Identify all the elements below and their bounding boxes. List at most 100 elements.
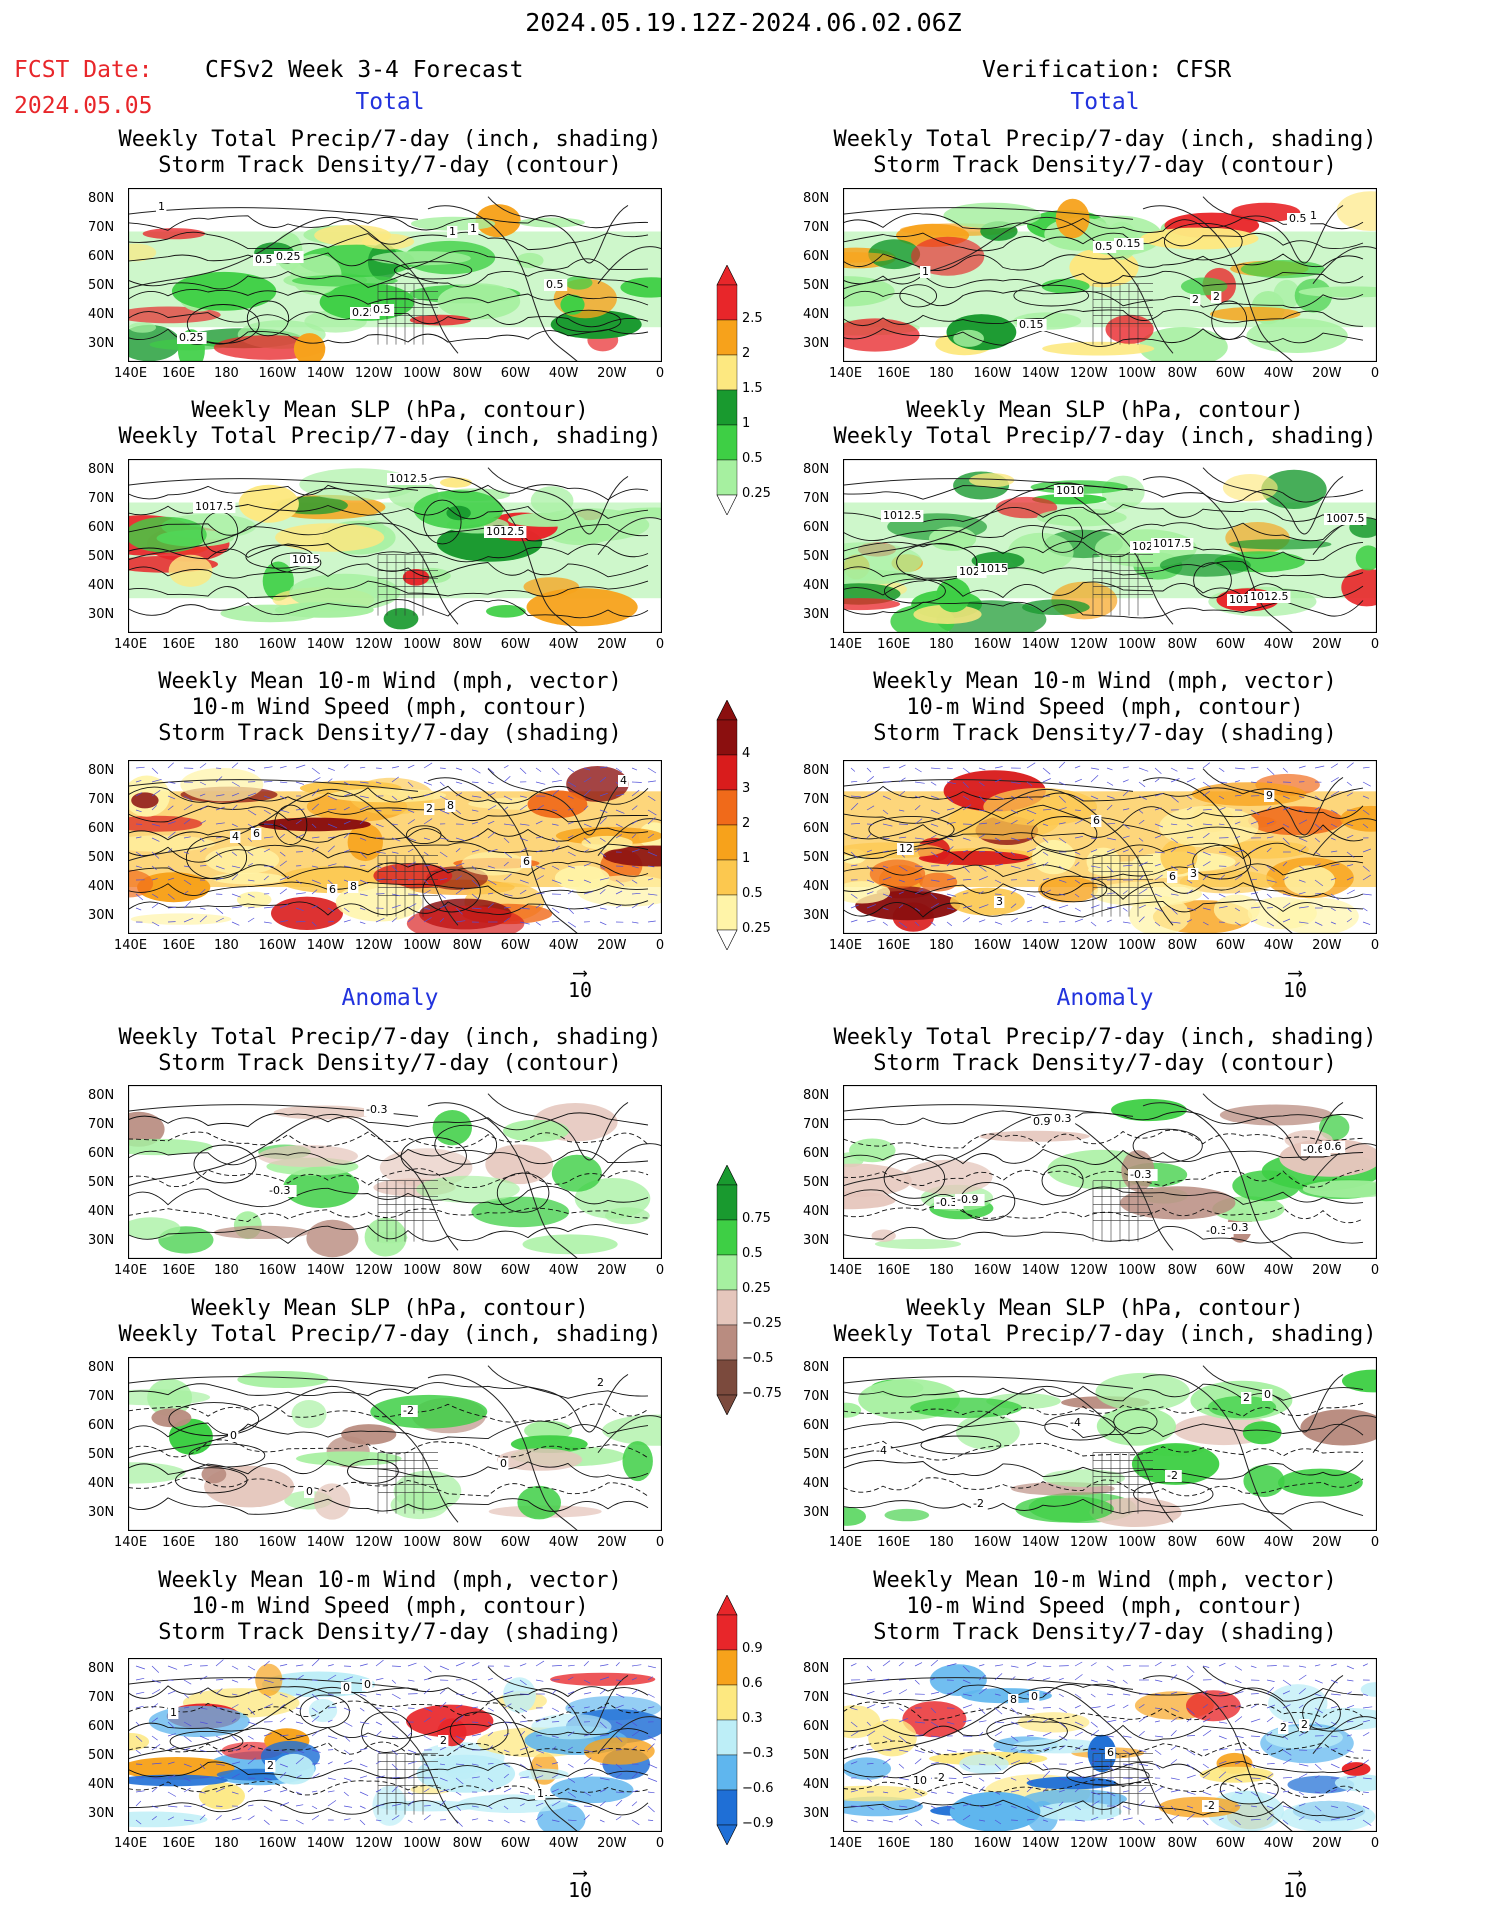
contour-label: 1017.5 bbox=[195, 500, 234, 513]
colorbar-label: 0.25 bbox=[742, 921, 771, 936]
lat-tick-label: 60N bbox=[803, 520, 830, 535]
lon-tick-label: 160E bbox=[877, 938, 911, 953]
contour-label: 0.5 bbox=[1095, 240, 1113, 253]
lon-tick-label: 20W bbox=[597, 1535, 627, 1550]
vector-reference: ⟶ 10 bbox=[550, 1860, 610, 1902]
lon-tick-label: 80W bbox=[1167, 938, 1197, 953]
colorbar-label: −0.3 bbox=[742, 1746, 774, 1761]
lon-tick-label: 80W bbox=[452, 1535, 482, 1550]
contour-label: -0.3 bbox=[936, 1196, 957, 1209]
lon-tick-label: 140E bbox=[829, 637, 863, 652]
lon-tick-label: 180 bbox=[213, 366, 239, 381]
lat-tick-label: 70N bbox=[803, 1117, 830, 1132]
lat-tick-label: 40N bbox=[803, 307, 830, 322]
lon-tick-label: 80W bbox=[1167, 1836, 1197, 1851]
lon-tick-label: 60W bbox=[1215, 1836, 1246, 1851]
lon-tick-label: 160W bbox=[973, 366, 1012, 381]
lat-tick-label: 50N bbox=[88, 1175, 115, 1190]
lon-tick-label: 40W bbox=[548, 637, 579, 652]
lat-tick-label: 30N bbox=[88, 1505, 115, 1520]
map-panel-fcst-anom-precip-storm: -0.3 -0.3 bbox=[128, 1085, 662, 1259]
section-total-left: Total bbox=[355, 89, 425, 115]
lat-tick-label: 40N bbox=[803, 879, 830, 894]
lon-tick-label: 140W bbox=[306, 1535, 345, 1550]
colorbar-label: 0.5 bbox=[742, 451, 763, 466]
contour-label: -0.3 bbox=[1206, 1224, 1227, 1237]
lon-tick-label: 160W bbox=[258, 1263, 297, 1278]
colorbar-label: 1.5 bbox=[742, 381, 763, 396]
panel-title: Weekly Mean SLP (hPa, contour) Weekly Tot… bbox=[833, 1296, 1377, 1347]
lat-tick-label: 60N bbox=[803, 1146, 830, 1161]
lat-tick-label: 60N bbox=[88, 821, 115, 836]
lon-tick-label: 40W bbox=[1263, 637, 1294, 652]
contour-label: 2 bbox=[1301, 1718, 1308, 1731]
lat-tick-label: 60N bbox=[803, 1719, 830, 1734]
lon-tick-label: 140E bbox=[114, 637, 148, 652]
lon-tick-label: 120W bbox=[1069, 366, 1108, 381]
contour-label: -2 bbox=[1204, 1799, 1215, 1812]
panel-title: Weekly Mean 10-m Wind (mph, vector) 10-m … bbox=[158, 669, 622, 746]
lat-tick-label: 70N bbox=[88, 491, 115, 506]
panel-title: Weekly Total Precip/7-day (inch, shading… bbox=[118, 127, 662, 178]
lon-tick-label: 60W bbox=[500, 1263, 531, 1278]
lat-tick-label: 40N bbox=[88, 1204, 115, 1219]
lon-tick-label: 100W bbox=[403, 366, 441, 381]
lat-tick-label: 40N bbox=[803, 1777, 830, 1792]
colorbar-label: 2 bbox=[742, 816, 751, 831]
lon-tick-label: 160W bbox=[258, 938, 297, 953]
lon-tick-label: 100W bbox=[403, 938, 441, 953]
contour-label: 0.25 bbox=[276, 250, 301, 263]
lat-tick-label: 40N bbox=[88, 578, 115, 593]
lon-tick-label: 20W bbox=[1312, 1263, 1342, 1278]
lat-tick-label: 70N bbox=[88, 1690, 115, 1705]
lon-tick-label: 80W bbox=[1167, 1535, 1197, 1550]
map-canvas: 2 -4 -2 -4 -2 0 bbox=[843, 1357, 1377, 1531]
lat-tick-label: 30N bbox=[88, 1233, 115, 1248]
fcst-date-value: 2024.05.05 bbox=[14, 93, 153, 119]
contour-label: 0.9 bbox=[1033, 1115, 1051, 1128]
map-panel-fcst-total-precip-storm: 1 0.5 0.25 1 0.5 0.25 0.25 0.5 1 bbox=[128, 188, 662, 362]
contour-label: 0 bbox=[306, 1485, 313, 1498]
lon-tick-label: 80W bbox=[452, 366, 482, 381]
colorbar-label: 3 bbox=[742, 781, 751, 796]
lon-tick-label: 60W bbox=[500, 1535, 531, 1550]
lon-tick-label: 160E bbox=[877, 1263, 911, 1278]
lon-tick-label: 40W bbox=[548, 1535, 579, 1550]
lon-tick-label: 80W bbox=[1167, 1263, 1197, 1278]
lat-tick-label: 50N bbox=[88, 850, 115, 865]
colorbar bbox=[716, 700, 738, 950]
lon-tick-label: 100W bbox=[1118, 938, 1156, 953]
lon-tick-label: 60W bbox=[1215, 938, 1246, 953]
lon-tick-label: 60W bbox=[1215, 637, 1246, 652]
lat-tick-label: 80N bbox=[803, 763, 830, 778]
lon-tick-label: 40W bbox=[548, 366, 579, 381]
lon-tick-label: 0 bbox=[1370, 938, 1380, 953]
lon-tick-label: 160E bbox=[162, 1535, 196, 1550]
contour-label: 2 bbox=[1280, 1721, 1287, 1734]
colorbar-label: 0.3 bbox=[742, 1711, 763, 1726]
fcst-date-label: FCST Date: bbox=[14, 57, 153, 83]
lon-tick-label: 140W bbox=[306, 1836, 345, 1851]
lat-tick-label: 70N bbox=[803, 792, 830, 807]
lat-tick-label: 70N bbox=[803, 220, 830, 235]
map-panel-ver-total-slp-precip: 1020 1015 1007.5 1020 1010 1017.5 1012.5 1012.5… bbox=[843, 459, 1377, 633]
lon-tick-label: 40W bbox=[548, 1836, 579, 1851]
contour-label: 1 bbox=[158, 200, 165, 213]
lon-tick-label: 160W bbox=[258, 1535, 297, 1550]
lon-tick-label: 80W bbox=[1167, 366, 1197, 381]
contour-label: 1 bbox=[1310, 209, 1317, 222]
contour-label: 3 bbox=[996, 895, 1003, 908]
lon-tick-label: 140E bbox=[114, 938, 148, 953]
lat-tick-label: 60N bbox=[803, 821, 830, 836]
lon-tick-label: 180 bbox=[928, 1263, 954, 1278]
colorbar bbox=[716, 1595, 738, 1845]
lon-tick-label: 160E bbox=[162, 1263, 196, 1278]
contour-label: 10 bbox=[913, 1774, 927, 1787]
lon-tick-label: 120W bbox=[1069, 1836, 1108, 1851]
contour-label: 0.5 bbox=[255, 253, 273, 266]
contour-label: -0.3 bbox=[1227, 1221, 1248, 1234]
lon-tick-label: 160E bbox=[877, 1535, 911, 1550]
colorbar-label: 0.75 bbox=[742, 1211, 771, 1226]
lat-tick-label: 70N bbox=[88, 1117, 115, 1132]
lat-tick-label: 30N bbox=[803, 1233, 830, 1248]
